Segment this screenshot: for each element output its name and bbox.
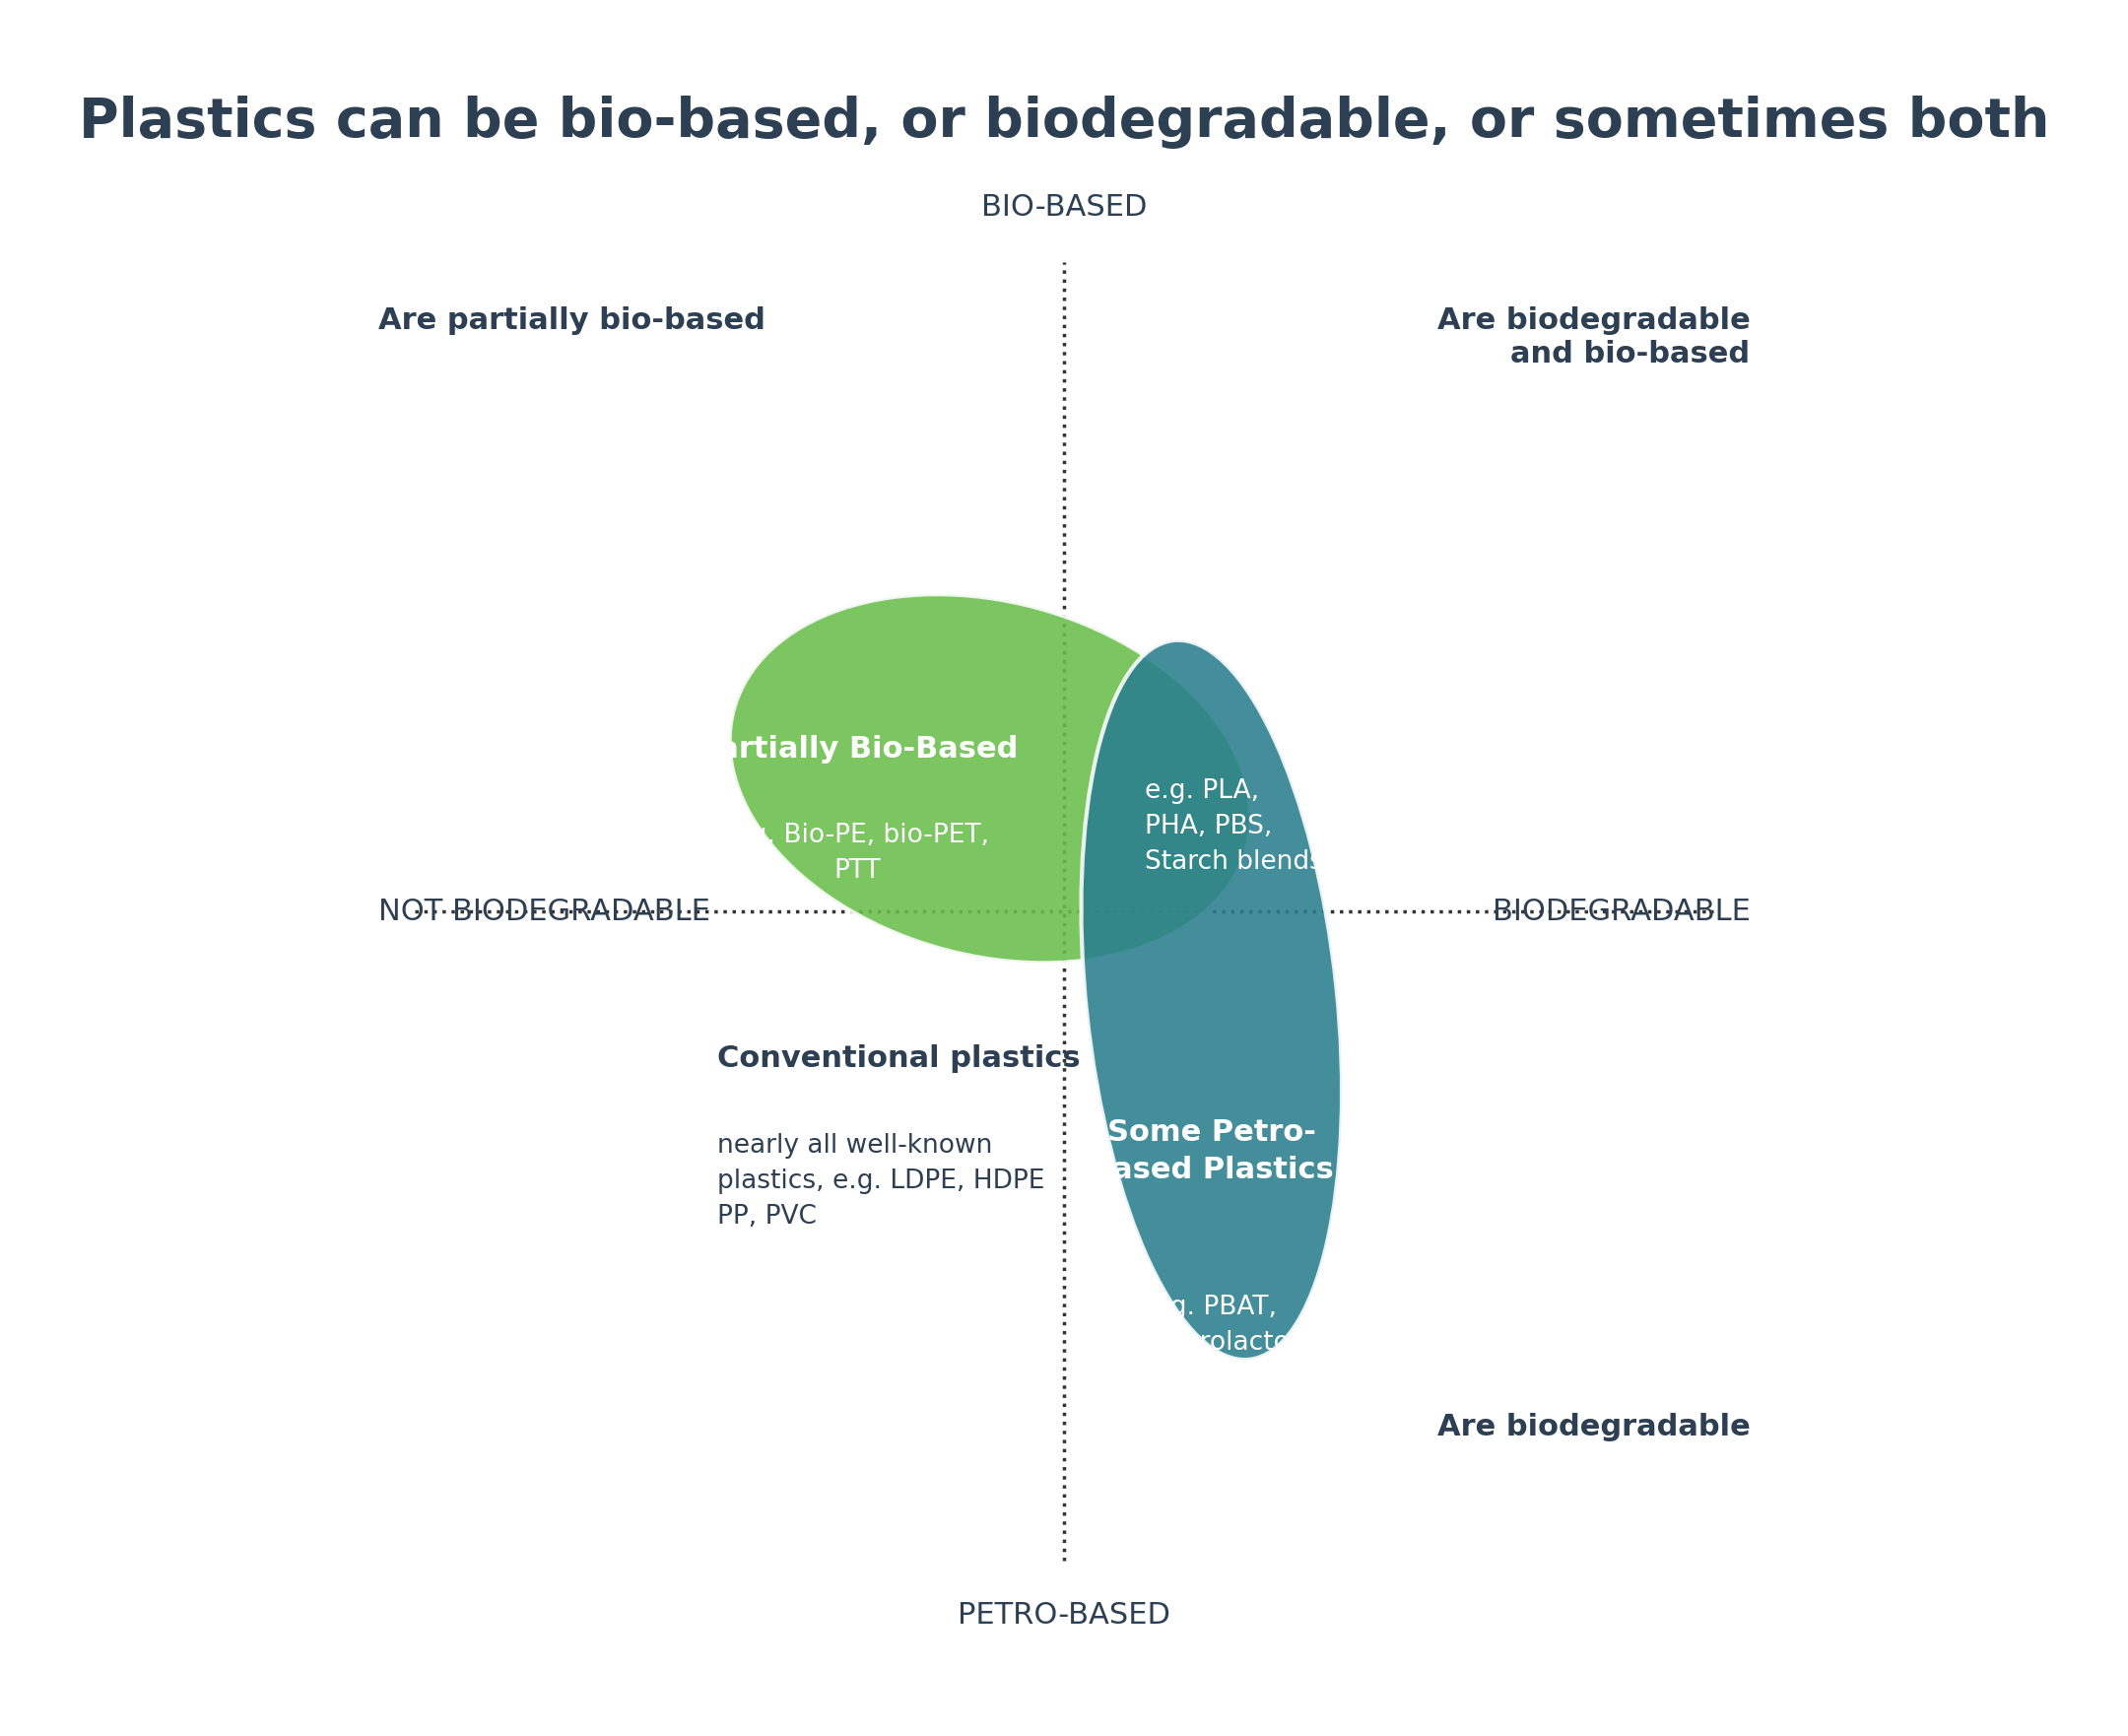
- Text: Partially Bio-Based: Partially Bio-Based: [698, 734, 1017, 764]
- Text: e.g. PLA,
PHA, PBS,
Starch blends: e.g. PLA, PHA, PBS, Starch blends: [1145, 778, 1324, 875]
- Text: nearly all well-known
plastics, e.g. LDPE, HDPE
PP, PVC: nearly all well-known plastics, e.g. LDP…: [717, 1132, 1045, 1229]
- Text: e.g. PBAT,
Polycaprolactone: e.g. PBAT, Polycaprolactone: [1100, 1295, 1324, 1356]
- Text: PETRO-BASED: PETRO-BASED: [958, 1601, 1170, 1630]
- Text: Plastics can be bio-based, or biodegradable, or sometimes both: Plastics can be bio-based, or biodegrada…: [79, 95, 2049, 149]
- Text: Conventional plastics: Conventional plastics: [717, 1043, 1081, 1073]
- Text: Are biodegradable
and bio-based: Are biodegradable and bio-based: [1436, 306, 1749, 368]
- Text: Are partially bio-based: Are partially bio-based: [379, 306, 764, 335]
- Ellipse shape: [1081, 641, 1343, 1359]
- Text: e.g. Bio-PE, bio-PET,
PTT: e.g. Bio-PE, bio-PET, PTT: [726, 823, 990, 884]
- Text: BIODEGRADABLE: BIODEGRADABLE: [1492, 898, 1749, 925]
- Text: Some Petro-
Based Plastics: Some Petro- Based Plastics: [1090, 1118, 1334, 1184]
- Text: BIO-BASED: BIO-BASED: [981, 193, 1147, 222]
- Ellipse shape: [730, 594, 1251, 963]
- Text: NOT BIODEGRADABLE: NOT BIODEGRADABLE: [379, 898, 711, 925]
- Text: Are biodegradable: Are biodegradable: [1436, 1413, 1749, 1441]
